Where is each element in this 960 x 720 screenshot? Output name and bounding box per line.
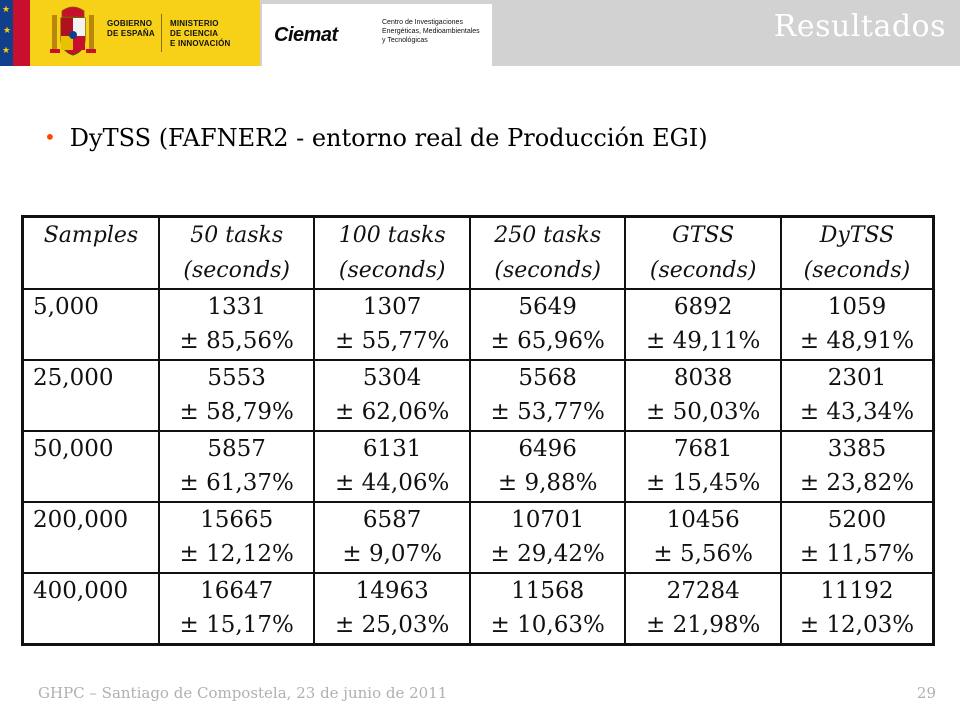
table-cell: 6131 ± 44,06%	[313, 430, 471, 503]
government-logo: GOBIERNO DE ESPAÑA MINISTERIO DE CIENCIA…	[30, 0, 260, 66]
ciemat-logo: Ciemat	[274, 24, 338, 46]
government-name: GOBIERNO DE ESPAÑA	[107, 19, 155, 38]
section-title: Resultados	[773, 9, 946, 44]
flag-strip: ★ ★ ★	[0, 0, 30, 66]
table-row: 5,000 1331 ± 85,56% 1307 ± 55,77% 5649 ± 65…	[21, 288, 935, 361]
table-cell: 14963 ± 25,03%	[313, 572, 471, 645]
bullet-item: • DyTSS (FAFNER2 - entorno real de Produc…	[44, 124, 708, 152]
table-cell: 5200 ± 11,57%	[779, 501, 935, 574]
ministry-name: MINISTERIO DE CIENCIA E INNOVACIÓN	[170, 19, 231, 48]
table-cell: 11192 ± 12,03%	[779, 572, 935, 645]
table-header-row: Samples 50 tasks (seconds) 100 tasks (se…	[21, 215, 935, 290]
table-cell: 6892 ± 49,11%	[624, 288, 782, 361]
page-number: 29	[916, 684, 936, 702]
table-cell: 11568 ± 10,63%	[468, 572, 627, 645]
table-cell: 1307 ± 55,77%	[313, 288, 471, 361]
table-cell: 5568 ± 53,77%	[468, 359, 627, 432]
column-header-100-tasks: 100 tasks (seconds)	[313, 215, 471, 290]
table-cell: 27284 ± 21,98%	[624, 572, 782, 645]
table-cell: 5553 ± 58,79%	[157, 359, 316, 432]
star-icon: ★	[2, 46, 11, 56]
table-row: 25,000 5553 ± 58,79% 5304 ± 62,06% 5568 ± 5…	[21, 359, 935, 432]
table-cell: 10456 ± 5,56%	[624, 501, 782, 574]
samples-cell: 50,000	[21, 430, 160, 503]
table-cell: 1059 ± 48,91%	[779, 288, 935, 361]
header-band: ★ ★ ★ GOBIERNO DE ESPAÑA MINISTERIO DE C…	[0, 0, 960, 66]
column-header-50-tasks: 50 tasks (seconds)	[157, 215, 316, 290]
star-icon: ★	[2, 5, 11, 15]
bullet-text: DyTSS (FAFNER2 - entorno real de Producc…	[69, 124, 708, 152]
table-cell: 6587 ± 9,07%	[313, 501, 471, 574]
table-cell: 2301 ± 43,34%	[779, 359, 935, 432]
samples-cell: 200,000	[21, 501, 160, 574]
table-cell: 7681 ± 15,45%	[624, 430, 782, 503]
table-cell: 5304 ± 62,06%	[313, 359, 471, 432]
table-cell: 1331 ± 85,56%	[157, 288, 316, 361]
bullet-icon: •	[44, 125, 56, 149]
table-row: 50,000 5857 ± 61,37% 6131 ± 44,06% 6496 ± 9…	[21, 430, 935, 503]
samples-cell: 400,000	[21, 572, 160, 645]
table-cell: 5857 ± 61,37%	[157, 430, 316, 503]
samples-cell: 5,000	[21, 288, 160, 361]
logo-divider	[161, 14, 162, 52]
coat-of-arms-icon	[50, 6, 96, 56]
table-cell: 5649 ± 65,96%	[468, 288, 627, 361]
results-table: Samples 50 tasks (seconds) 100 tasks (se…	[21, 215, 935, 646]
table-cell: 6496 ± 9,88%	[468, 430, 627, 503]
ciemat-description: Centro de Investigaciones Energéticas, M…	[382, 19, 480, 44]
column-header-gtss: GTSS (seconds)	[624, 215, 782, 290]
table-row: 400,000 16647 ± 15,17% 14963 ± 25,03% 1156…	[21, 572, 935, 645]
table-row: 200,000 15665 ± 12,12% 6587 ± 9,07% 10701 ±…	[21, 501, 935, 574]
column-header-250-tasks: 250 tasks (seconds)	[468, 215, 627, 290]
table-cell: 3385 ± 23,82%	[779, 430, 935, 503]
footer-text: GHPC – Santiago de Compostela, 23 de jun…	[38, 684, 448, 702]
table-cell: 10701 ± 29,42%	[468, 501, 627, 574]
column-header-dytss: DyTSS (seconds)	[779, 215, 935, 290]
samples-cell: 25,000	[21, 359, 160, 432]
star-icon: ★	[3, 26, 12, 36]
table-cell: 15665 ± 12,12%	[157, 501, 316, 574]
flag-blue-stripe	[0, 0, 13, 66]
ciemat-logo-panel: Ciemat Centro de Investigaciones Energét…	[262, 4, 492, 66]
table-cell: 16647 ± 15,17%	[157, 572, 316, 645]
column-header-samples: Samples	[21, 215, 160, 290]
table-cell: 8038 ± 50,03%	[624, 359, 782, 432]
